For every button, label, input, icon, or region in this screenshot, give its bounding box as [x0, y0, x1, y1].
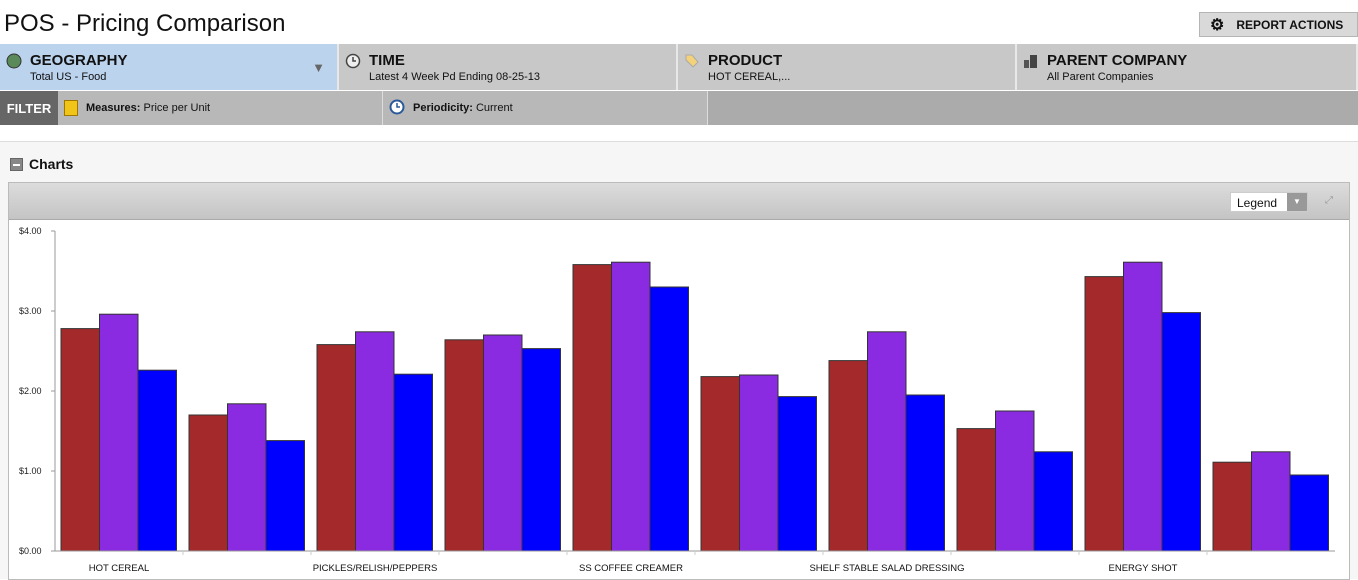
clock-icon [389, 99, 405, 118]
bar-3 [265, 440, 305, 552]
bar-2 [483, 334, 523, 552]
bar-2 [995, 410, 1035, 552]
bar-1 [1084, 276, 1124, 552]
bar-3 [393, 373, 433, 552]
bar-3 [905, 394, 945, 552]
expand-icon[interactable]: ⤢ [1325, 195, 1333, 206]
x-category-label: PICKLES/RELISH/PEPPERS [313, 563, 438, 574]
bar-1 [60, 328, 100, 552]
filter-periodicity[interactable]: Periodicity: Current [383, 91, 708, 125]
bar-3 [777, 396, 817, 552]
dimension-value: All Parent Companies [1047, 71, 1154, 83]
chevron-down-icon: ▼ [1287, 193, 1307, 211]
report-actions-button[interactable]: ⚙ REPORT ACTIONS [1199, 12, 1358, 37]
filter-measures[interactable]: Measures: Price per Unit [58, 91, 383, 125]
dimension-value: Latest 4 Week Pd Ending 08-25-13 [369, 71, 541, 83]
bar-3 [649, 286, 689, 552]
charts-header[interactable]: Charts [10, 156, 73, 172]
gear-icon: ⚙ [1210, 16, 1225, 34]
bar-1 [956, 428, 996, 552]
bar-2 [867, 331, 907, 552]
y-tick-label: $4.00 [19, 226, 42, 236]
bar-2 [611, 261, 651, 552]
y-tick-label: $2.00 [19, 386, 42, 396]
bar-2 [99, 313, 139, 552]
bar-1 [1212, 461, 1252, 552]
x-category-label: HOT CEREAL [89, 563, 150, 574]
bar-3 [521, 348, 561, 552]
building-icon [1023, 53, 1039, 74]
bar-2 [739, 374, 779, 552]
globe-icon [6, 53, 22, 74]
bar-1 [828, 360, 868, 552]
dimension-geography[interactable]: GEOGRAPHY Total US - Food ▼ [0, 44, 339, 90]
dimension-product[interactable]: PRODUCT HOT CEREAL,... [678, 44, 1017, 90]
dimension-label: PARENT COMPANY [1047, 52, 1188, 69]
bar-3 [137, 369, 177, 552]
bar-2 [355, 331, 395, 552]
x-category-label: SHELF STABLE SALAD DRESSING [809, 563, 964, 574]
y-tick-label: $3.00 [19, 306, 42, 316]
dimension-value: HOT CEREAL,... [708, 71, 791, 83]
y-tick-label: $0.00 [19, 546, 42, 556]
chart-toolbar: Legend ▼ ⤢ [9, 183, 1349, 220]
page-title: POS - Pricing Comparison [4, 10, 286, 37]
collapse-icon[interactable] [10, 157, 23, 171]
dimension-time[interactable]: TIME Latest 4 Week Pd Ending 08-25-13 [339, 44, 678, 90]
bar-3 [1289, 474, 1329, 552]
dimension-parent-company[interactable]: PARENT COMPANY All Parent Companies [1017, 44, 1358, 90]
dimension-bar: GEOGRAPHY Total US - Food ▼ TIME Latest … [0, 44, 1358, 90]
tag-icon [684, 53, 700, 74]
bar-1 [316, 344, 356, 552]
bar-1 [444, 339, 484, 552]
bar-1 [700, 376, 740, 552]
dimension-value: Total US - Food [30, 71, 107, 83]
bar-1 [572, 264, 612, 552]
clock-icon [345, 53, 361, 74]
chevron-down-icon[interactable]: ▼ [312, 60, 325, 75]
dimension-label: TIME [369, 52, 405, 69]
dimension-label: GEOGRAPHY [30, 52, 128, 69]
bar-3 [1033, 451, 1073, 552]
dimension-label: PRODUCT [708, 52, 783, 69]
filter-label: FILTER [0, 91, 58, 125]
filter-bar: FILTER Measures: Price per Unit Periodic… [0, 91, 1358, 125]
y-tick-label: $1.00 [19, 466, 42, 476]
x-category-label: SS COFFEE CREAMER [579, 563, 683, 574]
bar-2 [1251, 451, 1291, 552]
bar-3 [1161, 312, 1201, 552]
ruler-icon [64, 100, 78, 116]
bar-1 [188, 414, 228, 552]
bar-2 [1123, 261, 1163, 552]
legend-select[interactable]: Legend ▼ [1230, 192, 1308, 212]
bar-2 [227, 403, 267, 552]
x-category-label: ENERGY SHOT [1109, 563, 1178, 574]
